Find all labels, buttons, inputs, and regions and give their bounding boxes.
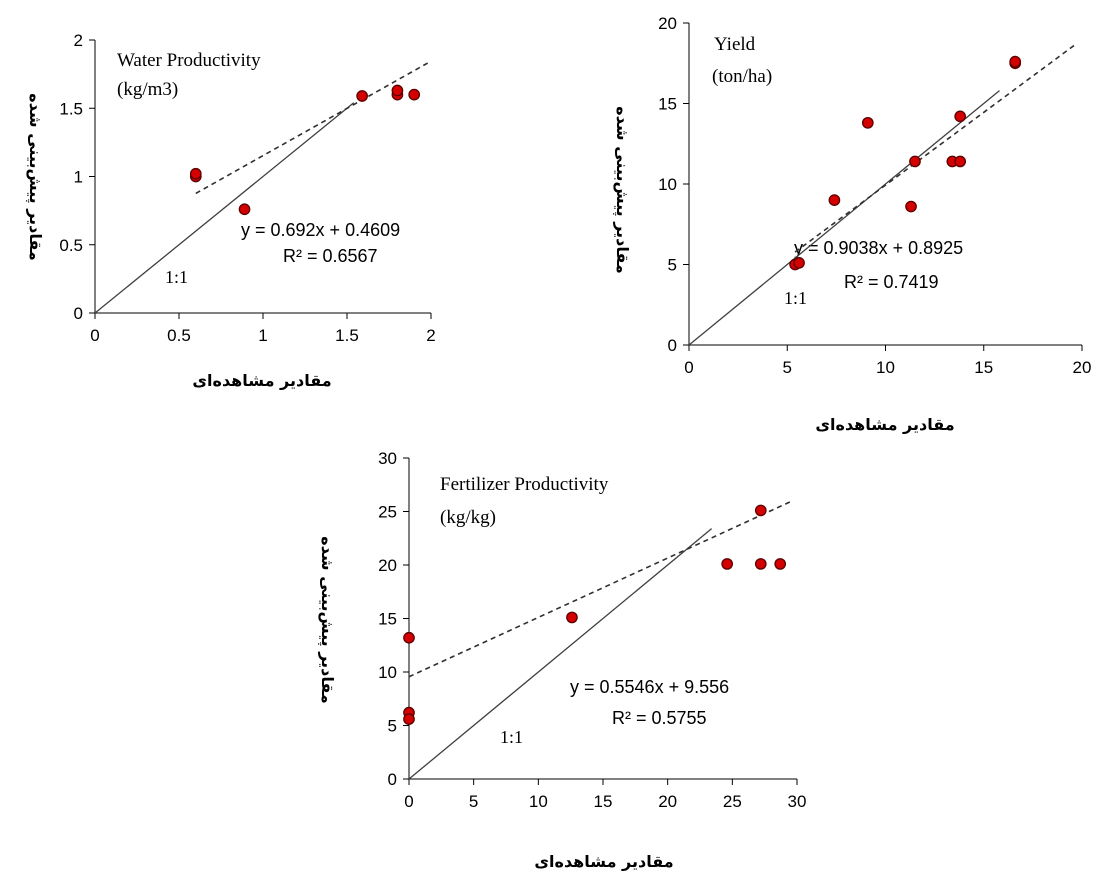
r-squared: R² = 0.7419 [844,272,939,292]
data-point [793,257,805,269]
r-squared: R² = 0.5755 [612,708,707,728]
x-tick-label: 2 [426,326,435,345]
chart-title: Fertilizer Productivity [440,474,609,495]
trend-equation: y = 0.692x + 0.4609 [241,220,400,240]
x-tick-label: 0.5 [167,326,191,345]
trend-line [195,60,432,195]
data-point [905,200,917,213]
x-tick-label: 20 [1073,358,1092,377]
x-tick-label: 0 [404,792,413,811]
chart-subtitle: (kg/kg) [440,507,496,528]
chart-subtitle: (kg/m3) [117,79,178,100]
x-tick-label: 1.5 [335,326,359,345]
y-tick-label: 1 [74,168,83,187]
trend-equation: y = 0.5546x + 9.556 [570,677,729,697]
x-tick-label: 0 [90,326,99,345]
y-axis-label: مقادیر پیش‌بینی شده [612,106,632,274]
data-point [356,90,368,102]
data-point [408,88,421,101]
x-tick-label: 20 [658,792,677,811]
data-point [403,631,415,644]
x-tick-label: 15 [974,358,993,377]
chart-water-productivity: 0 0.5 1 1.5 2 0 0.5 1 1.5 2 Water Productivity (k… [25,31,436,390]
data-point [861,116,874,129]
y-tick-label: 30 [378,449,397,468]
x-tick-label: 30 [788,792,807,811]
y-tick-label: 10 [378,663,397,682]
x-axis-label: مقادیر مشاهده‌ای [192,371,331,390]
data-point [189,167,202,180]
data-point [1009,55,1022,68]
y-tick-label: 1.5 [59,99,83,118]
identity-line [688,90,1000,346]
data-point [828,194,841,206]
x-axis-label: مقادیر مشاهده‌ای [534,852,673,871]
y-tick-label: 5 [388,717,397,736]
x-tick-label: 10 [529,792,548,811]
y-tick-label: 0 [668,336,677,355]
chart-title: Yield [714,34,756,55]
y-tick-label: 20 [658,14,677,33]
x-axis-label: مقادیر مشاهده‌ای [815,415,954,434]
y-tick-label: 2 [74,31,83,50]
x-tick-label: 0 [684,358,693,377]
axes: 0 5 10 15 20 25 30 0 5 10 15 20 25 30 [378,449,806,811]
y-axis-label: مقادیر پیش‌بینی شده [317,536,337,704]
x-tick-label: 25 [723,792,742,811]
x-tick-label: 5 [783,358,792,377]
x-tick-label: 10 [876,358,895,377]
data-point [954,155,967,168]
identity-label: 1:1 [165,267,188,287]
y-tick-label: 25 [378,503,397,522]
trend-equation: y = 0.9038x + 0.8925 [794,238,963,258]
y-tick-label: 0.5 [59,236,83,255]
trend-line [794,44,1075,253]
trend-line [408,500,793,678]
chart-title: Water Productivity [117,50,261,71]
data-point [954,110,967,123]
identity-line [94,102,355,314]
data-point [774,558,787,570]
y-tick-label: 0 [74,304,83,323]
y-tick-label: 0 [388,770,397,789]
chart-yield: 0 5 10 15 20 0 5 10 15 20 Yield (ton/ha) y = 0.90… [612,14,1091,434]
x-tick-label: 1 [258,326,267,345]
chart-subtitle: (ton/ha) [712,66,772,87]
y-tick-label: 5 [668,256,677,275]
y-tick-label: 20 [378,556,397,575]
identity-label: 1:1 [784,288,807,308]
data-point [754,504,767,517]
data-point [566,611,578,624]
y-tick-label: 10 [658,175,677,194]
r-squared: R² = 0.6567 [283,246,378,266]
identity-line [408,528,713,780]
y-tick-label: 15 [378,610,397,629]
x-tick-label: 15 [594,792,613,811]
data-point [238,203,251,216]
axes: 0 0.5 1 1.5 2 0 0.5 1 1.5 2 [59,31,435,345]
y-tick-label: 15 [658,95,677,114]
data-point [754,558,767,570]
data-point [721,558,734,570]
data-point [909,155,921,168]
data-point [391,84,404,97]
data-point [403,713,415,725]
axes: 0 5 10 15 20 0 5 10 15 20 [658,14,1091,377]
identity-label: 1:1 [500,727,523,747]
chart-fertilizer-productivity: 0 5 10 15 20 25 30 0 5 10 15 20 25 30 Fertilizer Prod… [317,449,806,871]
x-tick-label: 5 [469,792,478,811]
y-axis-label: مقادیر پیش‌بینی شده [25,93,45,261]
